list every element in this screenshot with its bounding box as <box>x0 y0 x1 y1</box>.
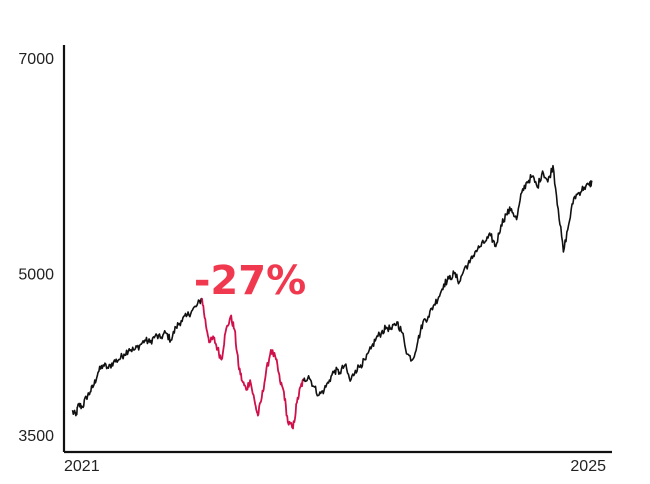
x-tick-label: 2025 <box>570 458 606 475</box>
tick-labels: 7000 5000 3500 2021 2025 <box>18 51 606 475</box>
y-tick-label: 5000 <box>18 266 54 283</box>
plot-area <box>71 164 593 430</box>
price-line <box>71 297 203 417</box>
price-line <box>302 164 593 397</box>
chart-axes <box>62 45 612 454</box>
drawdown-line <box>201 298 305 430</box>
y-tick-label: 3500 <box>18 428 54 445</box>
drawdown-annotation: -27% <box>194 258 306 304</box>
y-tick-label: 7000 <box>18 51 54 68</box>
x-tick-label: 2021 <box>64 458 100 475</box>
